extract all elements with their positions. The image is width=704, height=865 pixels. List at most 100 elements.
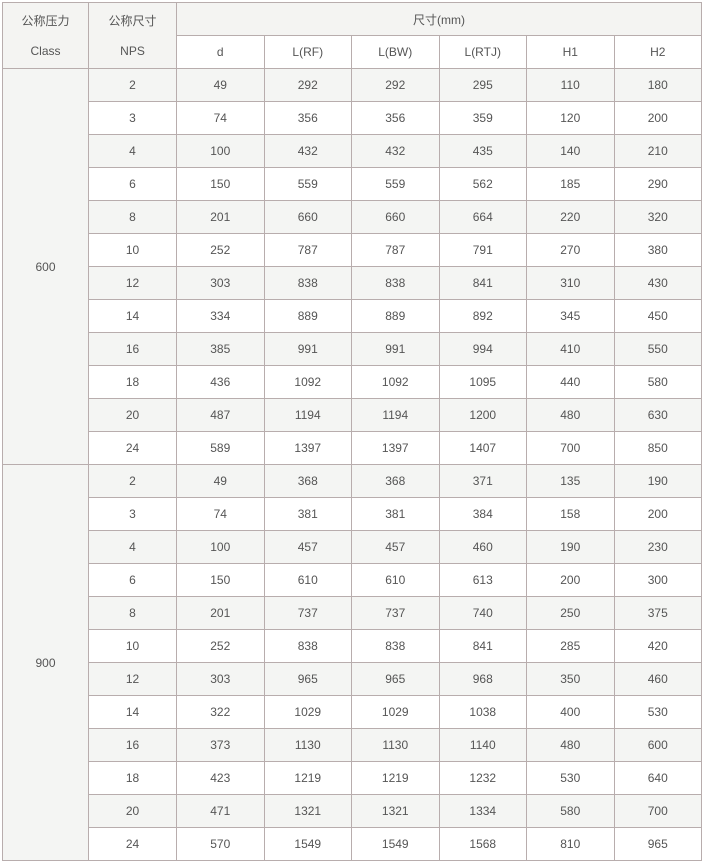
nps-cell: 12 bbox=[88, 266, 177, 300]
dimension-cell: 345 bbox=[526, 299, 615, 333]
dimension-cell: 200 bbox=[613, 497, 702, 531]
nps-cell: 8 bbox=[88, 596, 177, 630]
dimension-cell: 334 bbox=[176, 299, 265, 333]
dimension-cell: 457 bbox=[263, 530, 352, 564]
dimension-cell: 292 bbox=[263, 68, 352, 102]
nps-cell: 8 bbox=[88, 200, 177, 234]
dimension-cell: 559 bbox=[351, 167, 440, 201]
dimension-cell: 381 bbox=[263, 497, 352, 531]
dimension-cell: 965 bbox=[263, 662, 352, 696]
dimension-cell: 664 bbox=[438, 200, 527, 234]
dimension-cell: 303 bbox=[176, 662, 265, 696]
dimension-cell: 1219 bbox=[263, 761, 352, 795]
dimension-cell: 838 bbox=[351, 629, 440, 663]
dimension-cell: 49 bbox=[176, 68, 265, 102]
dimension-cell: 292 bbox=[351, 68, 440, 102]
dimension-cell: 991 bbox=[263, 332, 352, 366]
dimension-cell: 841 bbox=[438, 266, 527, 300]
dimension-cell: 252 bbox=[176, 233, 265, 267]
table-row: 16 385 991 991 994 410 550 bbox=[3, 332, 702, 366]
dimension-cell: 630 bbox=[613, 398, 702, 432]
class-header-en: Class bbox=[30, 43, 61, 58]
dimension-cell: 965 bbox=[613, 827, 702, 861]
dimension-cell: 368 bbox=[351, 464, 440, 498]
nps-header-cn: 公称尺寸 bbox=[108, 13, 157, 28]
dimension-cell: 450 bbox=[613, 299, 702, 333]
dimension-cell: 120 bbox=[526, 101, 615, 135]
dimension-cell: 410 bbox=[526, 332, 615, 366]
dimension-cell: 613 bbox=[438, 563, 527, 597]
table-row: 20 471 1321 1321 1334 580 700 bbox=[3, 794, 702, 828]
dimension-cell: 359 bbox=[438, 101, 527, 135]
table-row: 14 334 889 889 892 345 450 bbox=[3, 299, 702, 333]
dimension-cell: 368 bbox=[263, 464, 352, 498]
dimension-cell: 1219 bbox=[351, 761, 440, 795]
dimension-cell: 737 bbox=[263, 596, 352, 630]
column-header: L(BW) bbox=[351, 35, 440, 69]
dimension-cell: 375 bbox=[613, 596, 702, 630]
dimension-cell: 190 bbox=[526, 530, 615, 564]
dimension-cell: 740 bbox=[438, 596, 527, 630]
dimension-cell: 435 bbox=[438, 134, 527, 168]
dimension-cell: 1549 bbox=[351, 827, 440, 861]
dimension-cell: 787 bbox=[351, 233, 440, 267]
dimension-cell: 1200 bbox=[438, 398, 527, 432]
dimension-cell: 49 bbox=[176, 464, 265, 498]
dimension-cell: 791 bbox=[438, 233, 527, 267]
dimension-cell: 150 bbox=[176, 563, 265, 597]
dimension-cell: 432 bbox=[351, 134, 440, 168]
dimension-cell: 700 bbox=[526, 431, 615, 465]
dimension-cell: 570 bbox=[176, 827, 265, 861]
dimension-cell: 1334 bbox=[438, 794, 527, 828]
dimension-cell: 892 bbox=[438, 299, 527, 333]
nps-cell: 24 bbox=[88, 431, 177, 465]
dimension-cell: 200 bbox=[526, 563, 615, 597]
column-header: L(RTJ) bbox=[438, 35, 527, 69]
nps-cell: 16 bbox=[88, 332, 177, 366]
dimension-cell: 300 bbox=[613, 563, 702, 597]
dimension-cell: 356 bbox=[263, 101, 352, 135]
dimension-cell: 423 bbox=[176, 761, 265, 795]
dimension-cell: 100 bbox=[176, 530, 265, 564]
dimension-cell: 660 bbox=[351, 200, 440, 234]
dimension-cell: 589 bbox=[176, 431, 265, 465]
dimension-cell: 1321 bbox=[351, 794, 440, 828]
dimension-cell: 889 bbox=[351, 299, 440, 333]
dimension-cell: 737 bbox=[351, 596, 440, 630]
nps-cell: 20 bbox=[88, 398, 177, 432]
dimension-cell: 220 bbox=[526, 200, 615, 234]
table-row: 8 201 660 660 664 220 320 bbox=[3, 200, 702, 234]
dimension-cell: 1397 bbox=[351, 431, 440, 465]
nps-cell: 2 bbox=[88, 68, 177, 102]
dimension-cell: 994 bbox=[438, 332, 527, 366]
dimension-cell: 110 bbox=[526, 68, 615, 102]
dimension-cell: 140 bbox=[526, 134, 615, 168]
nps-cell: 6 bbox=[88, 167, 177, 201]
nps-header: 公称尺寸 NPS bbox=[88, 2, 177, 69]
dimension-cell: 562 bbox=[438, 167, 527, 201]
dimension-cell: 787 bbox=[263, 233, 352, 267]
dimension-cell: 838 bbox=[263, 629, 352, 663]
table-row: 3 74 381 381 384 158 200 bbox=[3, 497, 702, 531]
dimension-cell: 201 bbox=[176, 596, 265, 630]
table-row: 900 2 49 368 368 371 135 190 bbox=[2, 464, 702, 861]
nps-cell: 10 bbox=[88, 629, 177, 663]
dimension-cell: 838 bbox=[263, 266, 352, 300]
dimension-cell: 74 bbox=[176, 101, 265, 135]
nps-cell: 4 bbox=[88, 530, 177, 564]
table-row: 16 373 1130 1130 1140 480 600 bbox=[3, 728, 702, 762]
nps-cell: 12 bbox=[88, 662, 177, 696]
table-row: 20 487 1194 1194 1200 480 630 bbox=[3, 398, 702, 432]
class-cell: 900 bbox=[2, 464, 89, 861]
table-row: 24 589 1397 1397 1407 700 850 bbox=[3, 431, 702, 465]
dimension-cell: 371 bbox=[438, 464, 527, 498]
table-row: 600 2 49 292 292 295 110 180 bbox=[2, 68, 702, 465]
table-row: 18 436 1092 1092 1095 440 580 bbox=[3, 365, 702, 399]
column-header: L(RF) bbox=[263, 35, 352, 69]
dimension-cell: 1568 bbox=[438, 827, 527, 861]
dimension-cell: 530 bbox=[613, 695, 702, 729]
dimension-cell: 1397 bbox=[263, 431, 352, 465]
dimension-cell: 252 bbox=[176, 629, 265, 663]
dimension-cell: 580 bbox=[613, 365, 702, 399]
